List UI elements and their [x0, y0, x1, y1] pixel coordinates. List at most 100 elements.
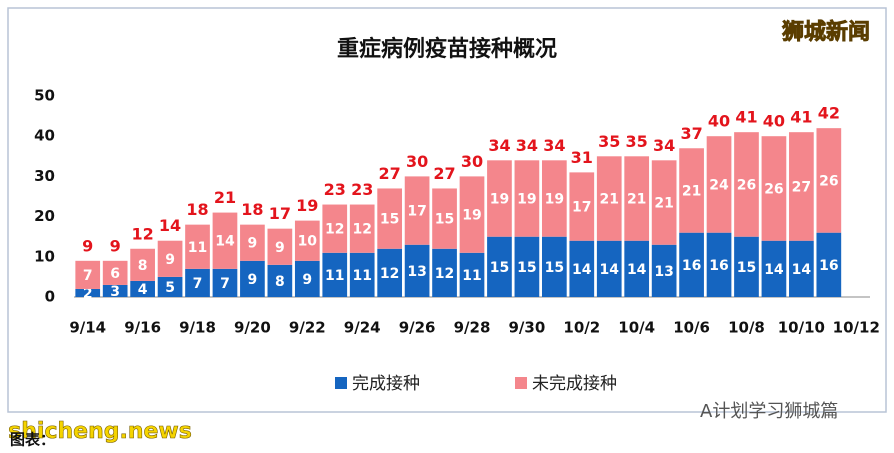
- bar-segment: [459, 176, 485, 253]
- total-label: 17: [269, 204, 291, 223]
- x-tick-label: 9/30: [508, 319, 545, 337]
- bar-segment: [377, 188, 403, 249]
- value-label: 12: [325, 222, 344, 238]
- bar-segment: [130, 280, 155, 297]
- total-label: 40: [708, 112, 730, 131]
- total-label: 34: [653, 136, 675, 155]
- x-tick-label: 9/24: [344, 319, 381, 337]
- value-label: 12: [435, 266, 454, 282]
- value-label: 13: [407, 264, 426, 280]
- value-label: 12: [352, 222, 371, 238]
- value-label: 21: [627, 192, 646, 208]
- value-label: 14: [215, 234, 235, 250]
- value-label: 5: [165, 280, 175, 296]
- legend-label: 未完成接种: [532, 374, 617, 394]
- value-label: 24: [709, 177, 729, 193]
- total-label: 31: [571, 148, 593, 167]
- bar-segment: [624, 156, 650, 241]
- total-label: 9: [110, 236, 121, 255]
- total-label: 34: [543, 136, 565, 155]
- total-label: 37: [680, 124, 702, 143]
- y-tick-label: 50: [34, 87, 55, 105]
- y-tick-label: 20: [34, 207, 55, 225]
- value-label: 2: [83, 286, 93, 302]
- value-label: 11: [188, 240, 207, 256]
- total-label: 42: [818, 104, 840, 123]
- value-label: 21: [654, 196, 673, 212]
- x-tick-label: 9/26: [399, 319, 436, 337]
- value-label: 12: [380, 266, 399, 282]
- bar-segment: [679, 148, 704, 233]
- x-tick-label: 9/14: [69, 319, 106, 337]
- value-label: 7: [220, 276, 230, 292]
- watermark: shicheng.news: [8, 419, 192, 444]
- y-tick-label: 10: [34, 247, 55, 265]
- total-label: 23: [324, 180, 346, 199]
- value-label: 21: [682, 183, 701, 199]
- bar-segment: [185, 224, 210, 269]
- bar-segment: [541, 236, 567, 297]
- value-label: 16: [709, 258, 728, 274]
- bar-segment: [404, 176, 430, 245]
- value-label: 4: [138, 282, 148, 298]
- value-label: 9: [302, 272, 312, 288]
- value-label: 15: [435, 212, 454, 228]
- bar-segment: [761, 136, 787, 241]
- y-tick-label: 0: [45, 288, 55, 306]
- x-tick-label: 10/4: [618, 319, 655, 337]
- value-label: 27: [792, 179, 811, 195]
- total-label: 35: [598, 132, 620, 151]
- value-label: 8: [138, 258, 148, 274]
- value-label: 15: [737, 260, 756, 276]
- x-tick-label: 10/8: [728, 319, 765, 337]
- watermark: A计划学习狮城篇: [700, 401, 838, 422]
- value-label: 14: [627, 262, 647, 278]
- bar-segment: [349, 252, 375, 297]
- caption: 图表：: [10, 431, 55, 449]
- value-label: 16: [819, 258, 838, 274]
- value-label: 9: [248, 272, 258, 288]
- total-label: 35: [626, 132, 648, 151]
- value-label: 17: [572, 200, 591, 216]
- value-label: 9: [275, 240, 285, 256]
- bar-segment: [130, 248, 155, 281]
- value-label: 15: [545, 260, 564, 276]
- bar-segment: [706, 136, 732, 233]
- bar-segment: [322, 252, 348, 297]
- value-label: 11: [462, 268, 481, 284]
- bar-segment: [294, 220, 320, 261]
- value-label: 19: [545, 192, 564, 208]
- bar-segment: [569, 240, 595, 297]
- value-label: 26: [819, 173, 838, 189]
- bar-segment: [651, 244, 677, 297]
- legend-swatch: [335, 377, 347, 389]
- bar-segment: [377, 248, 403, 297]
- value-label: 7: [193, 276, 203, 292]
- total-label: 18: [186, 200, 208, 219]
- value-label: 17: [407, 204, 426, 220]
- bar-segment: [349, 204, 375, 253]
- bar-segment: [102, 260, 128, 285]
- bar-segment: [514, 236, 540, 297]
- bar-segment: [734, 236, 759, 297]
- bar-segment: [157, 240, 183, 277]
- bar-segment: [102, 284, 128, 297]
- x-tick-label: 10/2: [563, 319, 600, 337]
- value-label: 19: [517, 192, 536, 208]
- legend-label: 完成接种: [352, 374, 420, 394]
- value-label: 14: [764, 262, 784, 278]
- value-label: 19: [462, 208, 481, 224]
- value-label: 11: [352, 268, 371, 284]
- total-label: 21: [214, 188, 236, 207]
- total-label: 41: [790, 108, 812, 127]
- bar-segment: [651, 160, 677, 245]
- bar-segment: [75, 260, 101, 289]
- total-label: 27: [433, 164, 455, 183]
- value-label: 3: [110, 284, 120, 300]
- bar-segment: [157, 276, 183, 297]
- x-tick-label: 9/18: [179, 319, 216, 337]
- watermark: 狮城新闻: [782, 19, 870, 45]
- bar-segment: [432, 188, 457, 249]
- bar-segment: [294, 260, 320, 297]
